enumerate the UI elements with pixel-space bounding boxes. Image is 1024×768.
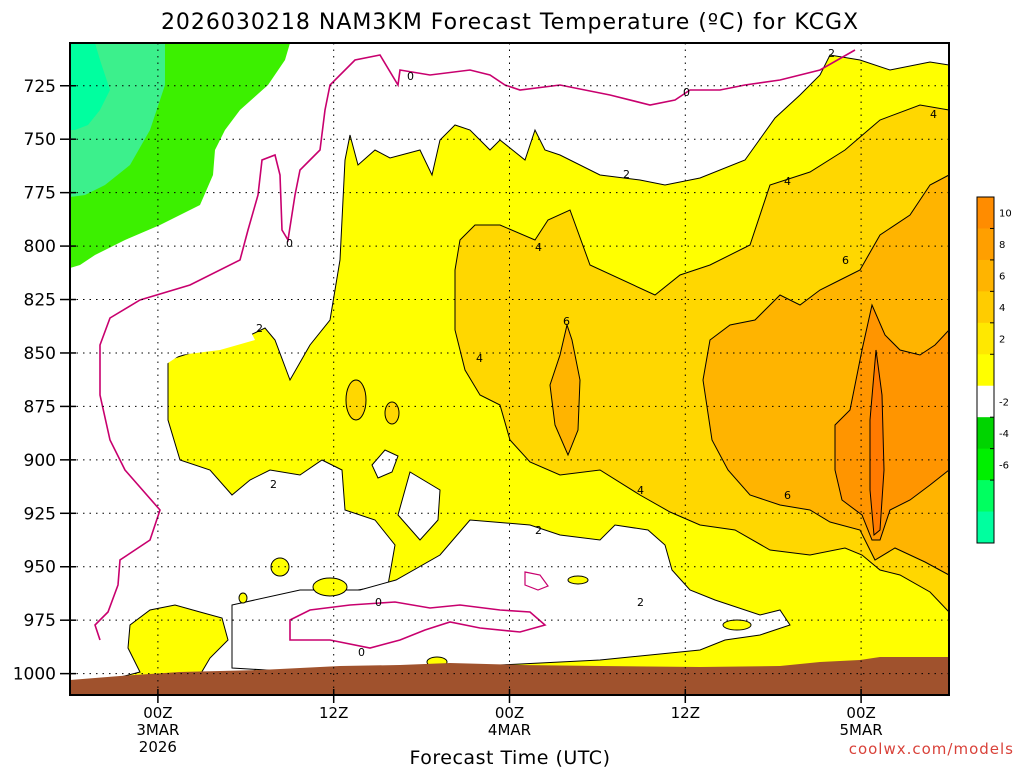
colorbar-band: [977, 385, 994, 418]
colorbar-tick-label: -2: [999, 397, 1009, 408]
y-tick-label: 800: [24, 237, 56, 257]
y-tick-label: 775: [24, 184, 56, 204]
yellow-patch-5: [238, 592, 248, 604]
colorbar-band: [977, 259, 994, 292]
y-tick-label: 825: [24, 291, 56, 311]
chart-title: 2026030218 NAM3KM Forecast Temperature (…: [161, 10, 859, 35]
colorbar-band: [977, 448, 994, 481]
warm-patch-2: [384, 401, 400, 425]
contour-label: 4: [535, 241, 542, 254]
y-tick-label: 975: [24, 611, 56, 631]
contour-label: 0: [358, 646, 365, 659]
y-tick-label: 1000: [13, 665, 56, 685]
x-tick-label: 3MAR: [136, 721, 179, 739]
yellow-patch-4: [567, 575, 589, 585]
yellow-patch-3: [722, 619, 752, 631]
yellow-patch-1: [270, 557, 290, 577]
x-axis-label: Forecast Time (UTC): [410, 747, 611, 768]
temp-6c-spike: [549, 323, 581, 457]
contour-label: 2: [623, 168, 630, 181]
freezing-line-main: [94, 49, 856, 641]
white-gap-left: [70, 245, 255, 672]
colorbar-tick-label: -4: [999, 429, 1009, 440]
y-tick-label: 725: [24, 77, 56, 97]
x-tick-label: 5MAR: [840, 721, 883, 739]
colorbar-tick-label: 6: [999, 272, 1005, 283]
contour-label: 6: [563, 315, 570, 328]
credit-text: coolwx.com/models: [849, 740, 1014, 758]
gridlines: [70, 43, 949, 695]
contour-labels: 0 0 0 0 0 2 2 2 2 2 2 4 4 4 4 4 6 6 6: [256, 47, 937, 659]
y-tick-label: 900: [24, 451, 56, 471]
contour-label: 2: [637, 596, 644, 609]
contour-label: 4: [930, 108, 937, 121]
x-tick-label: 00Z: [846, 704, 875, 722]
contour-label: 4: [637, 484, 644, 497]
contour-label: 6: [842, 254, 849, 267]
contour-label: 0: [286, 237, 293, 250]
x-tick-label: 00Z: [495, 704, 524, 722]
y-tick-label: 750: [24, 130, 56, 150]
y-tick-label: 875: [24, 397, 56, 417]
colorbar-tick-label: 4: [999, 303, 1005, 314]
colorbar-band: [977, 197, 994, 229]
freezing-line-lower: [289, 601, 547, 649]
yellow-patch-2: [312, 577, 348, 597]
white-hole-2: [397, 471, 441, 541]
contour-label: 6: [784, 489, 791, 502]
colorbar-band: [977, 322, 994, 355]
temp-10c-spike: [869, 349, 885, 536]
freezing-line-right: [524, 571, 549, 591]
contour-label: 2: [270, 478, 277, 491]
temp-8c-region: [834, 303, 949, 541]
coldest-region-upper-left: [70, 43, 110, 130]
x-tick-label: 00Z: [143, 704, 172, 722]
colorbar-tick-label: 8: [999, 240, 1005, 251]
contour-label: 0: [683, 86, 690, 99]
terrain-ground: [70, 657, 949, 695]
warm-patch-1: [345, 379, 367, 421]
white-hole-1: [371, 449, 399, 479]
x-tick-label: 12Z: [671, 704, 700, 722]
colorbar-tick-label: 2: [999, 335, 1005, 346]
colorbar-band: [977, 228, 994, 261]
y-axis: 725 750 775 800 825 850 875 900 925 950 975 1000: [13, 77, 76, 685]
contour-label: 4: [476, 352, 483, 365]
contour-label: 4: [784, 175, 791, 188]
contour-label: 2: [828, 47, 835, 60]
colorbar: 10 8 6 4 2 -2 -4 -6: [976, 196, 1012, 544]
colorbar-frame: [976, 196, 995, 544]
contour-label: 2: [535, 524, 542, 537]
colorbar-tick-label: -6: [999, 460, 1009, 471]
white-gap-lower: [231, 519, 791, 673]
y-tick-label: 850: [24, 344, 56, 364]
contour-label: 2: [256, 322, 263, 335]
colorbar-band: [977, 511, 994, 544]
x-tick-label: 2026: [139, 738, 177, 756]
colorbar-band: [977, 480, 994, 513]
contour-label: 0: [407, 70, 414, 83]
colorbar-band: [977, 417, 994, 450]
colorbar-band: [977, 354, 994, 387]
colorbar-tick-label: 10: [999, 209, 1012, 220]
x-tick-label: 4MAR: [488, 721, 531, 739]
colorbar-band: [977, 291, 994, 324]
contour-label: 0: [375, 596, 382, 609]
x-tick-label: 12Z: [319, 704, 348, 722]
y-tick-label: 950: [24, 558, 56, 578]
y-tick-label: 925: [24, 504, 56, 524]
